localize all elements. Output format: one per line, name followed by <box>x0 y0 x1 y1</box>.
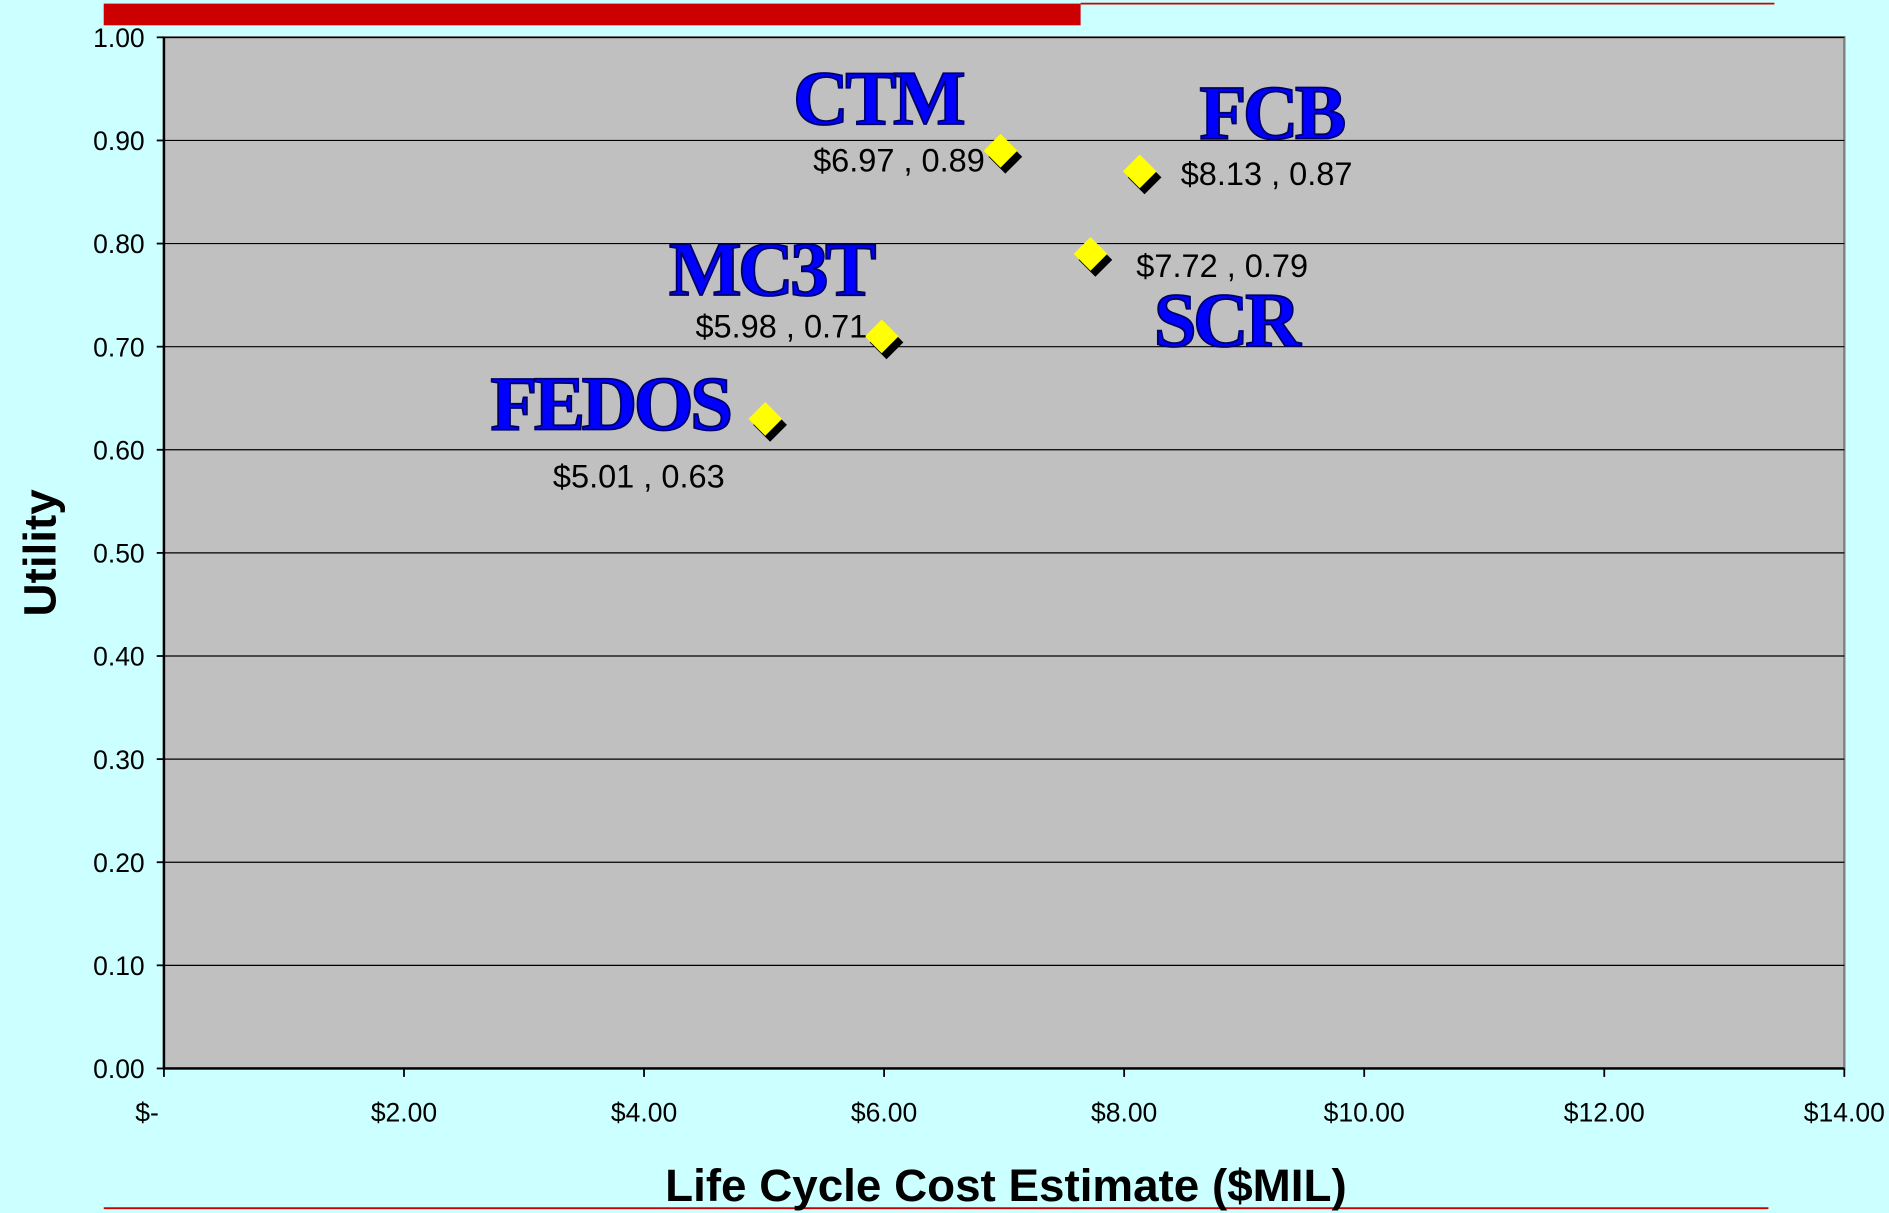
data-label: $8.13 , 0.87 <box>1181 156 1353 192</box>
point-name: CTM <box>793 55 964 141</box>
point-name: MC3T <box>669 226 876 312</box>
data-label: $7.72 , 0.79 <box>1136 248 1308 284</box>
y-tick-label: 0.40 <box>93 642 145 672</box>
x-tick-label: $14.00 <box>1804 1097 1885 1127</box>
data-label: $5.01 , 0.63 <box>553 459 725 495</box>
y-axis-title: Utility <box>15 489 66 617</box>
point <box>1073 237 1108 271</box>
point-name: FEDOS <box>490 360 730 446</box>
y-tick-label: 0.10 <box>93 951 145 981</box>
point <box>1122 154 1157 189</box>
x-tick-label: $8.00 <box>1091 1097 1157 1127</box>
point <box>983 133 1018 168</box>
y-tick-label: 0.30 <box>93 745 145 775</box>
x-axis-title: Life Cycle Cost Estimate ($MIL) <box>665 1160 1347 1211</box>
header-bar <box>103 3 1081 26</box>
y-tick-label: 0.90 <box>93 126 145 156</box>
x-tick-label: $2.00 <box>371 1097 437 1127</box>
data-label: $5.98 , 0.71 <box>695 309 867 345</box>
y-tick-label: 0.70 <box>93 332 145 362</box>
x-tick-label: $- <box>135 1097 159 1127</box>
point-name: SCR <box>1154 277 1302 363</box>
marks: CTM$6.97 , 0.89 FCB$8.13 , 0.87 SCR$7.72 ,… <box>490 54 1353 495</box>
point-name: FCB <box>1199 69 1345 155</box>
data-label: $6.97 , 0.89 <box>813 142 985 178</box>
x-tick-label: $4.00 <box>611 1097 677 1127</box>
y-tick-label: 0.20 <box>93 848 145 878</box>
y-tick-label: 0.80 <box>93 229 145 259</box>
point <box>748 401 783 436</box>
y-tick-label: 1.00 <box>93 23 145 53</box>
y-tick-label: 0.60 <box>93 435 145 465</box>
x-tick-label: $6.00 <box>851 1097 917 1127</box>
grid: 0.00 0.10 0.20 0.30 0.40 0.50 0.60 0.70 0.80 0.90… <box>93 23 1885 1127</box>
y-tick-label: 0.00 <box>93 1054 145 1084</box>
y-tick-label: 0.50 <box>93 539 145 569</box>
x-tick-label: $12.00 <box>1564 1097 1645 1127</box>
x-tick-label: $10.00 <box>1324 1097 1405 1127</box>
